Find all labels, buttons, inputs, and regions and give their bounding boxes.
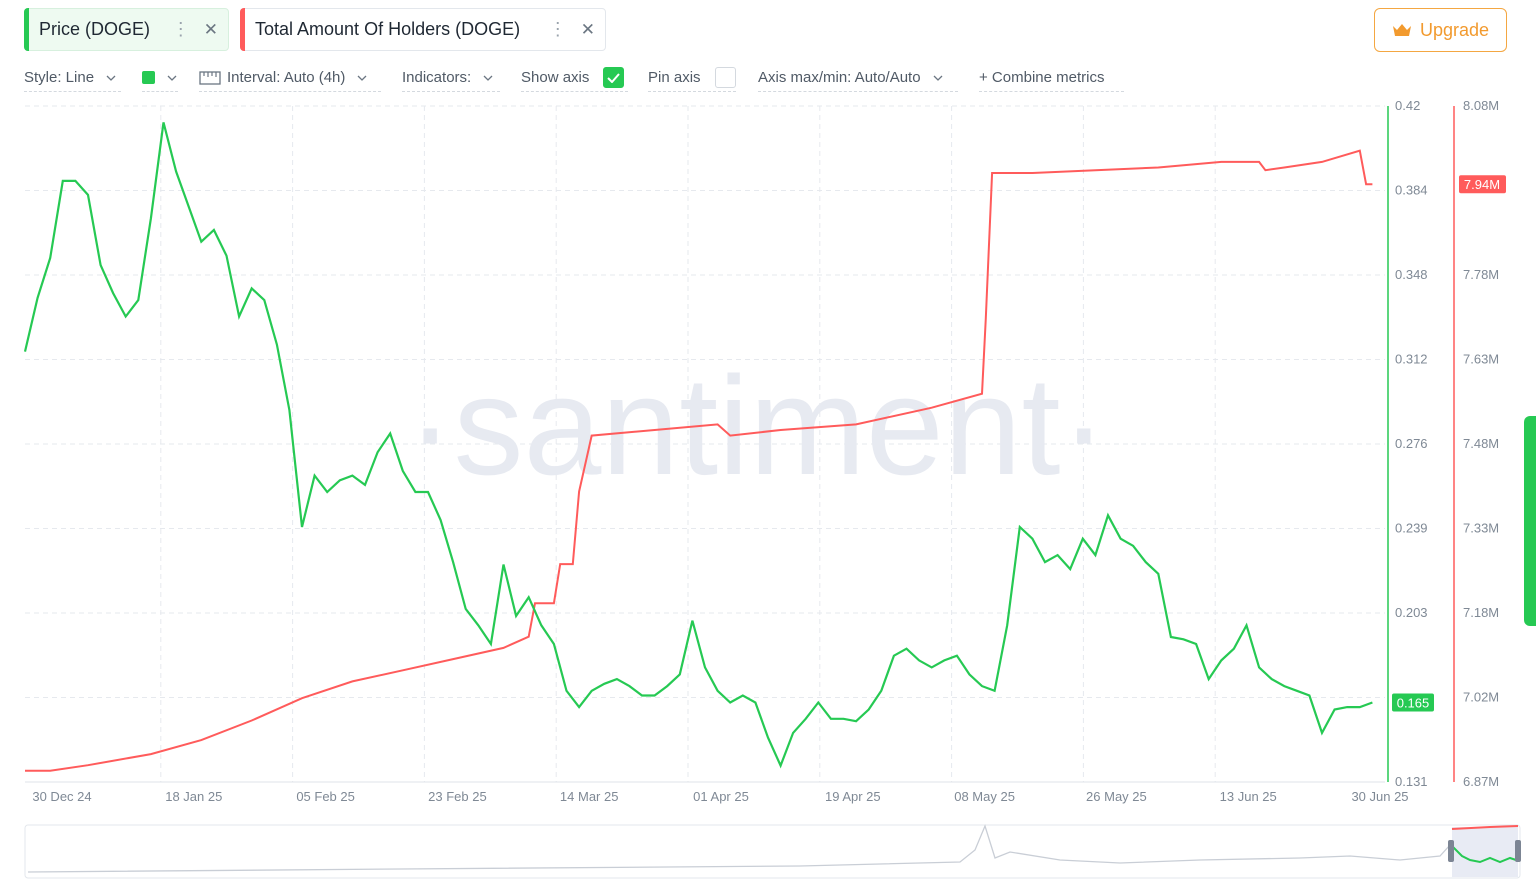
price-axis: 0.42 0.384 0.348 0.312 0.276 0.239 0.203 0.131 [1387,98,1428,789]
combine-metrics-label: + Combine metrics [979,69,1105,86]
x-axis: 30 Dec 24 18 Jan 25 05 Feb 25 23 Feb 25 14 M… [32,789,1408,804]
holders-tick-label: 7.48M [1463,436,1499,451]
navigator-handle-right[interactable] [1515,840,1521,862]
axis-minmax-label: Axis max/min: Auto/Auto [758,69,921,86]
style-dropdown[interactable]: Style: Line [24,64,121,92]
x-tick-label: 19 Apr 25 [825,789,881,804]
x-tick-label: 01 Apr 25 [693,789,749,804]
chart-area[interactable]: ·santiment· 30 Dec 24 18 Jan 25 05 Feb 25 2… [0,95,1536,894]
color-swatch [142,71,155,84]
interval-dropdown[interactable]: Interval: Auto (4h) [199,64,381,92]
combine-metrics-button[interactable]: + Combine metrics [979,64,1124,92]
chevron-down-icon [357,75,367,81]
holders-tick-label: 7.78M [1463,267,1499,282]
x-tick-label: 30 Jun 25 [1351,789,1408,804]
x-tick-label: 30 Dec 24 [32,789,91,804]
upgrade-button[interactable]: Upgrade [1374,8,1507,52]
axis-minmax-dropdown[interactable]: Axis max/min: Auto/Auto [758,64,958,92]
price-tick-label: 0.384 [1395,183,1428,198]
price-tick-label: 0.276 [1395,436,1428,451]
x-tick-label: 13 Jun 25 [1220,789,1277,804]
pin-axis-toggle[interactable]: Pin axis [648,64,736,92]
price-tick-label: 0.42 [1395,98,1420,113]
crown-icon [1392,24,1411,36]
style-label: Style: Line [24,69,95,86]
show-axis-toggle[interactable]: Show axis [521,64,628,92]
navigator-holders-line [1451,825,1519,830]
x-tick-label: 14 Mar 25 [560,789,619,804]
navigator-price-line [1451,845,1517,864]
holders-tick-label: 7.63M [1463,352,1499,367]
metric-tab-price[interactable]: Price (DOGE) ⋮ ✕ [24,8,229,51]
price-tick-label: 0.312 [1395,352,1428,367]
holders-current-badge [1459,175,1506,194]
pin-axis-label: Pin axis [648,69,701,86]
pin-axis-checkbox[interactable] [714,67,736,88]
watermark: ·santiment· [407,347,1107,504]
chevron-down-icon [483,75,493,81]
metric-color-marker [240,8,245,51]
navigator-overview-line [27,824,1451,873]
show-axis-label: Show axis [521,69,590,86]
current-value-badges: 0.165 7.94M [1392,175,1506,712]
show-axis-checkbox[interactable] [603,67,625,88]
holders-tick-label: 6.87M [1463,774,1499,789]
price-current-badge [1392,693,1434,712]
x-tick-label: 23 Feb 25 [428,789,487,804]
color-dropdown[interactable] [142,64,178,92]
chevron-down-icon [933,75,943,81]
navigator-selection[interactable] [1452,827,1518,877]
metric-color-marker [24,8,29,51]
metric-tab-label: Price (DOGE) [39,19,151,39]
price-tick-label: 0.239 [1395,521,1428,536]
upgrade-label: Upgrade [1419,19,1490,40]
more-menu-icon[interactable]: ⋮ [548,19,567,39]
interval-label: Interval: Auto (4h) [227,69,346,86]
ruler-icon [199,70,221,85]
holders-tick-label: 7.18M [1463,605,1499,620]
holders-tick-label: 8.08M [1463,98,1499,113]
x-tick-label: 08 May 25 [954,789,1015,804]
price-series-line [23,122,1373,769]
holders-tick-label: 7.33M [1463,521,1499,536]
metric-tab-label: Total Amount Of Holders (DOGE) [255,19,521,39]
checkmark-icon [607,72,621,83]
price-tick-label: 0.203 [1395,605,1428,620]
holders-axis: 8.08M 7.78M 7.63M 7.48M 7.33M 7.18M 7.02M 6.87M [1453,98,1499,789]
holders-current-value: 7.94M [1464,177,1500,192]
indicators-label: Indicators: [402,69,472,86]
price-tick-label: 0.348 [1395,267,1428,282]
holders-series-line [25,149,1373,772]
chevron-down-icon [167,75,177,81]
more-menu-icon[interactable]: ⋮ [171,19,190,39]
side-panel-handle[interactable] [1524,416,1536,626]
close-icon[interactable]: ✕ [580,19,595,39]
chevron-down-icon [106,75,116,81]
range-navigator[interactable] [24,824,1521,879]
x-tick-label: 05 Feb 25 [296,789,355,804]
holders-tick-label: 7.02M [1463,690,1499,705]
x-tick-label: 18 Jan 25 [165,789,222,804]
navigator-handle-left[interactable] [1448,840,1454,862]
indicators-dropdown[interactable]: Indicators: [402,64,500,92]
price-current-value: 0.165 [1397,695,1430,710]
close-icon[interactable]: ✕ [203,19,218,39]
price-tick-label: 0.131 [1395,774,1428,789]
x-tick-label: 26 May 25 [1086,789,1147,804]
metric-tab-holders[interactable]: Total Amount Of Holders (DOGE) ⋮ ✕ [240,8,606,51]
